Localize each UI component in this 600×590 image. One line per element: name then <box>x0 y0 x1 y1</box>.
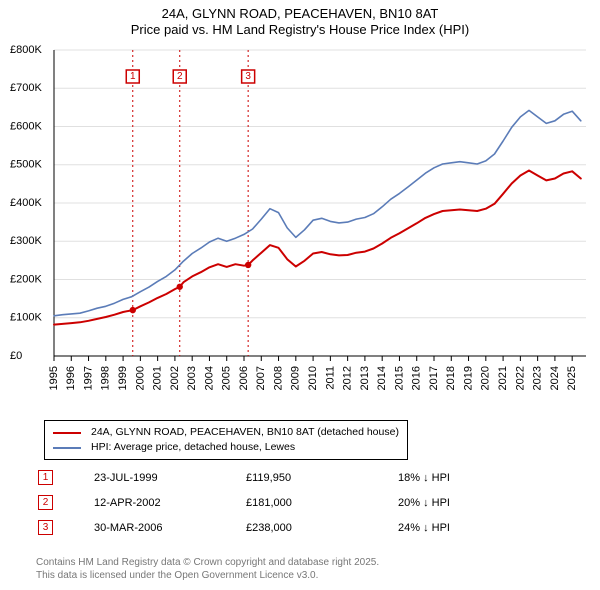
svg-text:1995: 1995 <box>48 366 60 390</box>
svg-text:2021: 2021 <box>497 366 509 390</box>
sale-price: £181,000 <box>246 491 396 514</box>
svg-text:1999: 1999 <box>117 366 129 390</box>
svg-text:2022: 2022 <box>514 366 526 390</box>
svg-text:2014: 2014 <box>376 366 388 390</box>
svg-text:2008: 2008 <box>272 366 284 390</box>
svg-text:2005: 2005 <box>221 366 233 390</box>
svg-text:£500K: £500K <box>10 159 42 171</box>
svg-text:1997: 1997 <box>82 366 94 390</box>
svg-text:£100K: £100K <box>10 312 42 324</box>
legend-label-hpi: HPI: Average price, detached house, Lewe… <box>91 440 295 455</box>
sale-date: 23-JUL-1999 <box>94 466 244 489</box>
price-chart: £0 £100K £200K £300K £400K £500K £600K £700K £80… <box>10 44 590 414</box>
svg-text:2: 2 <box>177 71 183 82</box>
svg-text:2025: 2025 <box>566 366 578 390</box>
svg-text:1996: 1996 <box>65 366 77 390</box>
legend: 24A, GLYNN ROAD, PEACEHAVEN, BN10 8AT (d… <box>44 420 408 460</box>
svg-text:2016: 2016 <box>411 366 423 390</box>
chart-container: £0 £100K £200K £300K £400K £500K £600K £700K £80… <box>10 44 590 414</box>
legend-label-paid: 24A, GLYNN ROAD, PEACEHAVEN, BN10 8AT (d… <box>91 425 399 440</box>
sale-date: 30-MAR-2006 <box>94 516 244 539</box>
svg-text:2009: 2009 <box>290 366 302 390</box>
svg-text:2003: 2003 <box>186 366 198 390</box>
svg-text:2006: 2006 <box>238 366 250 390</box>
svg-text:2019: 2019 <box>462 366 474 390</box>
svg-text:£200K: £200K <box>10 273 42 285</box>
svg-text:1: 1 <box>130 71 136 82</box>
sale-marker-icon: 3 <box>38 520 53 535</box>
svg-text:£400K: £400K <box>10 197 42 209</box>
svg-text:2023: 2023 <box>532 366 544 390</box>
svg-text:£600K: £600K <box>10 120 42 132</box>
chart-title-block: 24A, GLYNN ROAD, PEACEHAVEN, BN10 8AT Pr… <box>0 0 600 39</box>
svg-text:2001: 2001 <box>152 366 164 390</box>
svg-text:2007: 2007 <box>255 366 267 390</box>
legend-item-hpi: HPI: Average price, detached house, Lewe… <box>53 440 399 455</box>
svg-text:£0: £0 <box>10 350 22 362</box>
svg-text:2000: 2000 <box>134 366 146 390</box>
title-line-2: Price paid vs. HM Land Registry's House … <box>0 22 600 38</box>
svg-text:2012: 2012 <box>342 366 354 390</box>
svg-text:2015: 2015 <box>393 366 405 390</box>
sales-row: 3 30-MAR-2006£238,00024% ↓ HPI <box>38 516 450 539</box>
svg-text:2017: 2017 <box>428 366 440 390</box>
svg-text:2004: 2004 <box>203 366 215 390</box>
footer-line-2: This data is licensed under the Open Gov… <box>36 569 379 582</box>
sale-marker-icon: 1 <box>38 470 53 485</box>
svg-text:2011: 2011 <box>324 366 336 390</box>
sale-price: £238,000 <box>246 516 396 539</box>
sale-date: 12-APR-2002 <box>94 491 244 514</box>
page-root: 24A, GLYNN ROAD, PEACEHAVEN, BN10 8AT Pr… <box>0 0 600 590</box>
sales-row: 2 12-APR-2002£181,00020% ↓ HPI <box>38 491 450 514</box>
sale-diff: 18% ↓ HPI <box>398 466 450 489</box>
sale-price: £119,950 <box>246 466 396 489</box>
svg-text:2020: 2020 <box>480 366 492 390</box>
svg-text:2010: 2010 <box>307 366 319 390</box>
svg-text:£300K: £300K <box>10 235 42 247</box>
svg-text:£800K: £800K <box>10 44 42 56</box>
footer-attribution: Contains HM Land Registry data © Crown c… <box>36 556 379 582</box>
svg-text:2002: 2002 <box>169 366 181 390</box>
svg-text:1998: 1998 <box>100 366 112 390</box>
sales-table: 1 23-JUL-1999£119,95018% ↓ HPI 2 12-APR-200… <box>36 464 452 541</box>
sale-diff: 20% ↓ HPI <box>398 491 450 514</box>
svg-text:2024: 2024 <box>549 366 561 390</box>
footer-line-1: Contains HM Land Registry data © Crown c… <box>36 556 379 569</box>
legend-swatch-paid <box>53 432 81 434</box>
sale-marker-icon: 2 <box>38 495 53 510</box>
legend-item-paid: 24A, GLYNN ROAD, PEACEHAVEN, BN10 8AT (d… <box>53 425 399 440</box>
svg-text:3: 3 <box>245 71 251 82</box>
title-line-1: 24A, GLYNN ROAD, PEACEHAVEN, BN10 8AT <box>0 6 600 22</box>
sales-row: 1 23-JUL-1999£119,95018% ↓ HPI <box>38 466 450 489</box>
legend-swatch-hpi <box>53 447 81 449</box>
svg-text:£700K: £700K <box>10 82 42 94</box>
svg-text:2018: 2018 <box>445 366 457 390</box>
svg-text:2013: 2013 <box>359 366 371 390</box>
sale-diff: 24% ↓ HPI <box>398 516 450 539</box>
